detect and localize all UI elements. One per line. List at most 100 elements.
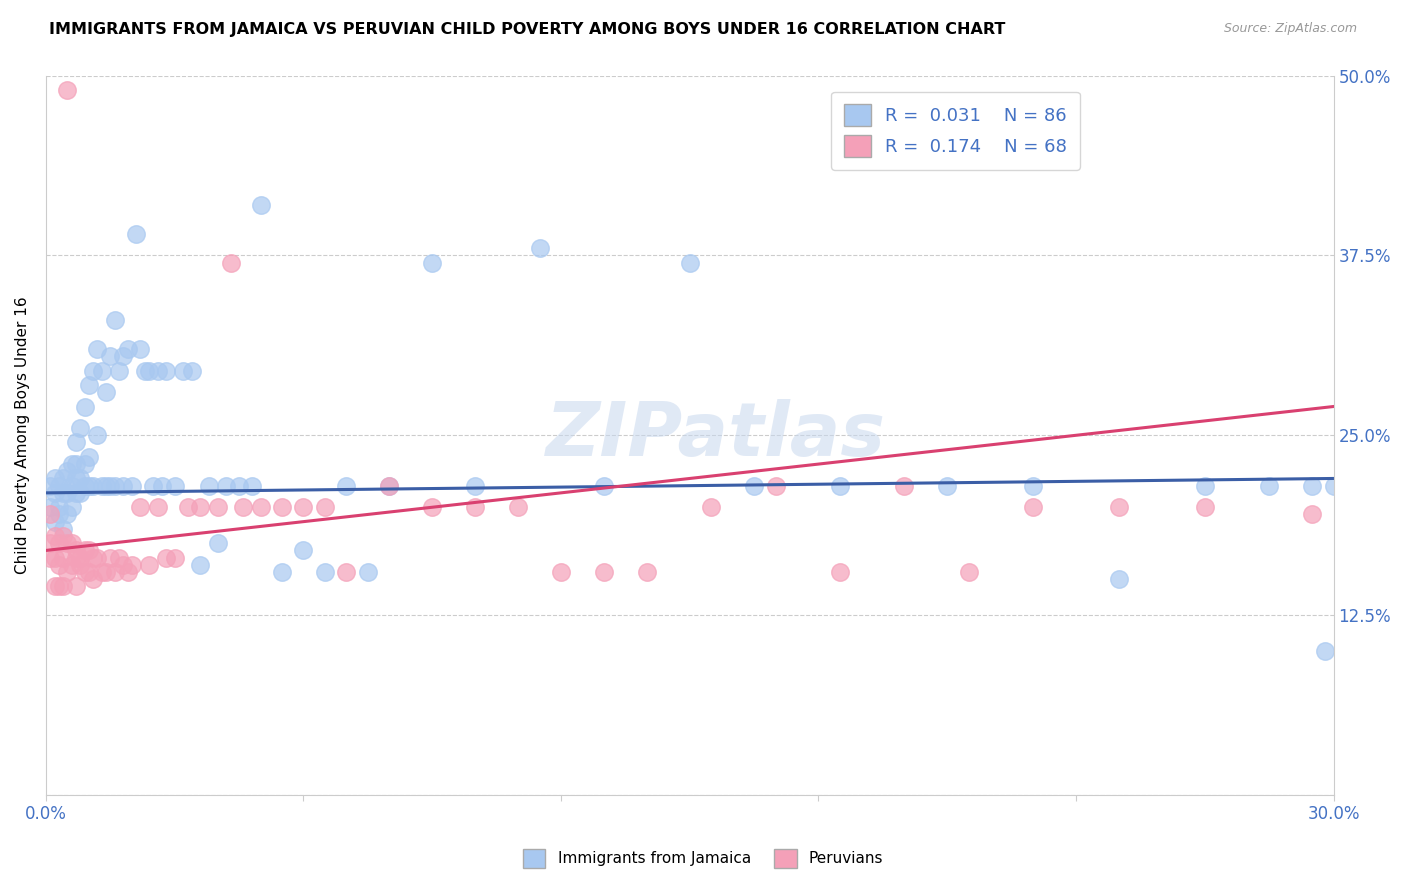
Point: [314, 500, 336, 515]
Point: [1108, 572, 1130, 586]
Point: [56, 536, 79, 550]
Point: [134, 363, 156, 377]
Point: [73, 478, 96, 492]
Point: [52, 579, 75, 593]
Point: [69, 486, 91, 500]
Point: [56, 508, 79, 522]
Point: [117, 342, 139, 356]
Point: [550, 565, 572, 579]
Point: [73, 543, 96, 558]
Point: [69, 558, 91, 572]
Point: [828, 478, 851, 492]
Point: [52, 486, 75, 500]
Point: [176, 500, 198, 515]
Point: [335, 478, 357, 492]
Point: [190, 558, 212, 572]
Point: [44, 579, 66, 593]
Point: [104, 313, 127, 327]
Point: [104, 565, 127, 579]
Point: [77, 450, 100, 464]
Point: [73, 565, 96, 579]
Point: [69, 421, 91, 435]
Point: [1194, 500, 1216, 515]
Point: [86, 342, 108, 356]
Point: [52, 529, 75, 543]
Point: [108, 363, 131, 377]
Point: [335, 565, 357, 579]
Point: [700, 500, 723, 515]
Point: [198, 478, 221, 492]
Legend: R =  0.031    N = 86, R =  0.174    N = 68: R = 0.031 N = 86, R = 0.174 N = 68: [831, 92, 1080, 170]
Legend: Immigrants from Jamaica, Peruvians: Immigrants from Jamaica, Peruvians: [516, 843, 890, 873]
Point: [39, 550, 62, 565]
Point: [117, 565, 139, 579]
Point: [48, 508, 70, 522]
Point: [73, 457, 96, 471]
Point: [240, 478, 263, 492]
Point: [207, 536, 229, 550]
Point: [464, 500, 486, 515]
Point: [44, 550, 66, 565]
Point: [378, 478, 401, 492]
Point: [65, 471, 87, 485]
Point: [1194, 478, 1216, 492]
Point: [249, 198, 271, 212]
Point: [190, 500, 212, 515]
Point: [155, 550, 177, 565]
Point: [893, 478, 915, 492]
Point: [936, 478, 959, 492]
Point: [82, 363, 104, 377]
Point: [60, 558, 83, 572]
Point: [60, 457, 83, 471]
Point: [1313, 644, 1336, 658]
Point: [593, 478, 616, 492]
Point: [125, 227, 148, 241]
Point: [138, 363, 160, 377]
Text: ZIPatlas: ZIPatlas: [546, 399, 886, 472]
Point: [1322, 478, 1344, 492]
Point: [138, 558, 160, 572]
Point: [39, 478, 62, 492]
Point: [44, 471, 66, 485]
Point: [86, 550, 108, 565]
Point: [464, 478, 486, 492]
Y-axis label: Child Poverty Among Boys Under 16: Child Poverty Among Boys Under 16: [15, 296, 30, 574]
Point: [52, 522, 75, 536]
Point: [52, 550, 75, 565]
Point: [98, 349, 121, 363]
Point: [82, 572, 104, 586]
Point: [219, 255, 242, 269]
Point: [77, 565, 100, 579]
Point: [146, 363, 169, 377]
Point: [163, 550, 186, 565]
Point: [742, 478, 765, 492]
Point: [314, 565, 336, 579]
Point: [292, 543, 315, 558]
Point: [98, 478, 121, 492]
Point: [142, 478, 165, 492]
Point: [112, 558, 135, 572]
Point: [172, 363, 194, 377]
Point: [90, 363, 112, 377]
Point: [77, 543, 100, 558]
Point: [65, 579, 87, 593]
Point: [232, 500, 254, 515]
Point: [73, 400, 96, 414]
Point: [163, 478, 186, 492]
Point: [77, 478, 100, 492]
Point: [146, 500, 169, 515]
Point: [65, 543, 87, 558]
Point: [957, 565, 980, 579]
Point: [207, 500, 229, 515]
Point: [1258, 478, 1281, 492]
Point: [98, 550, 121, 565]
Point: [271, 565, 294, 579]
Point: [56, 486, 79, 500]
Point: [593, 565, 616, 579]
Point: [48, 579, 70, 593]
Point: [90, 478, 112, 492]
Point: [86, 428, 108, 442]
Point: [292, 500, 315, 515]
Point: [56, 464, 79, 478]
Point: [44, 515, 66, 529]
